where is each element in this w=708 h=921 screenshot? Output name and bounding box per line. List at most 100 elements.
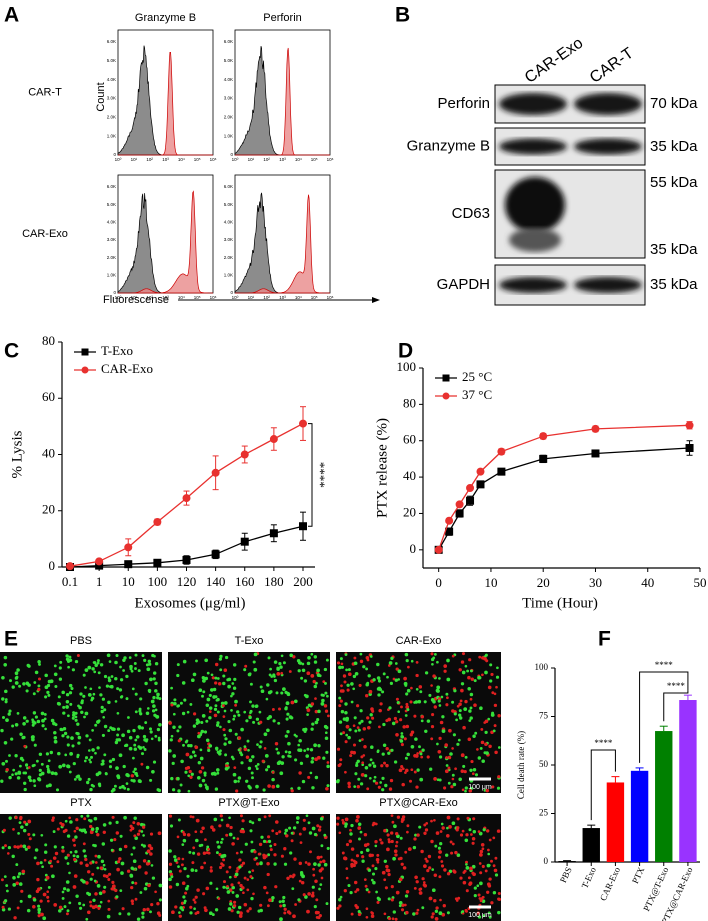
live-cell bbox=[194, 869, 198, 873]
live-cell bbox=[107, 700, 111, 705]
live-cell bbox=[129, 873, 133, 878]
live-cell bbox=[53, 735, 58, 740]
dead-cell bbox=[462, 880, 467, 885]
live-cell bbox=[428, 693, 432, 697]
live-cell bbox=[232, 663, 237, 667]
dead-cell bbox=[184, 891, 188, 895]
dead-cell bbox=[415, 911, 419, 915]
live-cell bbox=[41, 718, 45, 723]
live-cell bbox=[410, 744, 415, 749]
live-cell bbox=[5, 759, 8, 763]
live-cell bbox=[469, 768, 473, 772]
live-cell bbox=[177, 818, 181, 822]
live-cell bbox=[65, 657, 70, 661]
y-tick-label: 0 bbox=[544, 856, 549, 866]
dead-cell bbox=[89, 861, 93, 865]
live-cell bbox=[58, 909, 62, 913]
live-cell bbox=[449, 752, 453, 756]
dead-cell bbox=[35, 889, 40, 894]
live-cell bbox=[53, 739, 58, 744]
live-cell bbox=[43, 850, 48, 854]
y-tick-label: 5.0K bbox=[107, 58, 116, 63]
live-cell bbox=[24, 771, 28, 775]
live-cell bbox=[324, 736, 329, 740]
live-cell bbox=[240, 727, 244, 732]
dead-cell bbox=[385, 763, 389, 768]
live-cell bbox=[313, 660, 318, 664]
live-cell bbox=[410, 659, 414, 663]
live-cell bbox=[313, 743, 317, 748]
dead-cell bbox=[433, 818, 436, 822]
live-cell bbox=[353, 661, 358, 666]
dead-cell bbox=[189, 905, 193, 909]
live-cell bbox=[248, 672, 252, 676]
live-cell bbox=[451, 700, 455, 704]
y-tick-label: 0 bbox=[230, 290, 233, 295]
live-cell bbox=[273, 660, 278, 664]
live-cell bbox=[151, 709, 156, 713]
live-cell bbox=[282, 895, 286, 900]
live-cell bbox=[344, 653, 348, 656]
dead-cell bbox=[319, 855, 323, 859]
live-cell bbox=[360, 850, 364, 854]
live-cell bbox=[469, 669, 473, 673]
live-cell bbox=[92, 898, 96, 902]
dead-cell bbox=[464, 860, 469, 864]
dead-cell bbox=[358, 683, 362, 687]
live-cell bbox=[283, 862, 288, 866]
live-cell bbox=[191, 750, 196, 754]
dead-cell bbox=[441, 912, 446, 917]
live-cell bbox=[22, 716, 27, 720]
dead-cell bbox=[292, 873, 296, 877]
dead-cell bbox=[94, 892, 98, 896]
live-cell bbox=[421, 906, 425, 910]
row-label: CAR-T bbox=[28, 86, 62, 98]
live-cell bbox=[451, 821, 456, 826]
live-cell bbox=[271, 896, 275, 900]
live-cell bbox=[118, 912, 122, 916]
live-cell bbox=[114, 700, 118, 703]
live-cell bbox=[377, 679, 382, 683]
live-cell bbox=[92, 784, 95, 788]
dead-cell bbox=[471, 871, 475, 875]
live-cell bbox=[128, 735, 133, 740]
live-cell bbox=[279, 917, 283, 921]
condition-label: T-Exo bbox=[235, 635, 264, 647]
dead-cell bbox=[493, 703, 498, 708]
live-cell bbox=[57, 695, 61, 699]
dead-cell bbox=[456, 817, 460, 821]
live-cell bbox=[118, 688, 123, 692]
live-cell bbox=[93, 816, 98, 821]
live-cell bbox=[464, 789, 467, 793]
dead-cell bbox=[223, 668, 228, 672]
dead-cell bbox=[379, 702, 383, 706]
live-cell bbox=[224, 753, 228, 757]
live-cell bbox=[108, 759, 113, 763]
live-cell bbox=[445, 764, 449, 767]
dead-cell bbox=[356, 785, 360, 789]
dead-cell bbox=[6, 852, 10, 855]
dead-cell bbox=[144, 871, 148, 875]
live-cell bbox=[88, 738, 92, 742]
x-tick-label: 10⁰ bbox=[115, 295, 122, 300]
point bbox=[182, 555, 191, 564]
live-cell bbox=[19, 899, 23, 903]
dead-cell bbox=[204, 838, 207, 841]
live-cell bbox=[78, 901, 82, 906]
live-cell bbox=[63, 731, 68, 736]
live-cell bbox=[22, 844, 27, 849]
live-cell bbox=[126, 716, 130, 719]
live-cell bbox=[61, 896, 65, 900]
dead-cell bbox=[188, 769, 192, 774]
live-cell bbox=[84, 830, 88, 834]
live-cell bbox=[45, 784, 49, 788]
dead-cell bbox=[407, 665, 410, 669]
live-cell bbox=[239, 751, 243, 755]
live-cell bbox=[150, 699, 155, 704]
dead-cell bbox=[278, 707, 281, 711]
live-cell bbox=[316, 718, 320, 722]
condition-label: PBS bbox=[70, 635, 92, 647]
live-cell bbox=[349, 890, 353, 895]
